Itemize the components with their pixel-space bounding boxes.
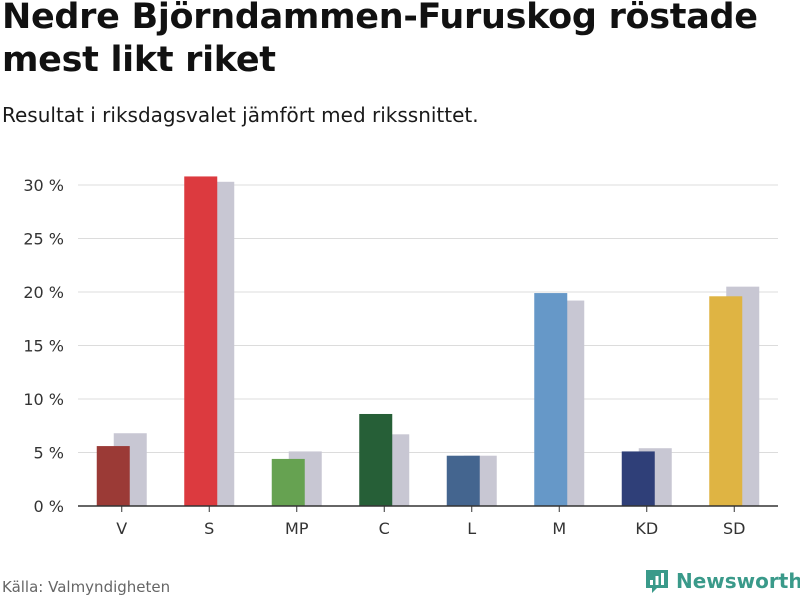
bar-local-SD <box>709 296 743 506</box>
bar-chart: 0 % 5 % 10 % 15 % 20 % 25 % 30 % V S MP C L M KD SD <box>23 176 778 538</box>
y-tick-label: 5 % <box>34 444 64 463</box>
bar-local-V <box>96 446 130 506</box>
bar-local-KD <box>621 451 655 506</box>
x-tick-label: KD <box>635 519 658 538</box>
x-tick-label: SD <box>723 519 745 538</box>
bar-local-L <box>446 455 480 506</box>
y-tick-label: 15 % <box>23 337 64 356</box>
bar-local-S <box>184 176 218 506</box>
x-tick-label: C <box>379 519 390 538</box>
x-tick-label: MP <box>285 519 309 538</box>
x-tick-label: S <box>204 519 214 538</box>
x-tick-label: V <box>116 519 127 538</box>
y-tick-label: 0 % <box>34 497 64 516</box>
page-title: Nedre Björndammen-Furuskog röstade mest … <box>2 0 758 80</box>
brand-name: Newsworthy <box>676 569 800 593</box>
bar-local-C <box>359 413 393 506</box>
bar-local-MP <box>271 458 305 506</box>
brand-logo: Newsworthy <box>644 568 800 594</box>
page-subtitle: Resultat i riksdagsvalet jämfört med rik… <box>2 103 479 127</box>
newsworthy-logo-icon <box>646 570 668 593</box>
x-tick-label: L <box>467 519 476 538</box>
y-tick-label: 20 % <box>23 283 64 302</box>
y-tick-label: 25 % <box>23 230 64 249</box>
source-note: Källa: Valmyndigheten <box>2 578 171 596</box>
y-tick-label: 30 % <box>23 176 64 195</box>
y-tick-label: 10 % <box>23 390 64 409</box>
x-tick-label: M <box>552 519 566 538</box>
bar-local-M <box>534 293 568 506</box>
